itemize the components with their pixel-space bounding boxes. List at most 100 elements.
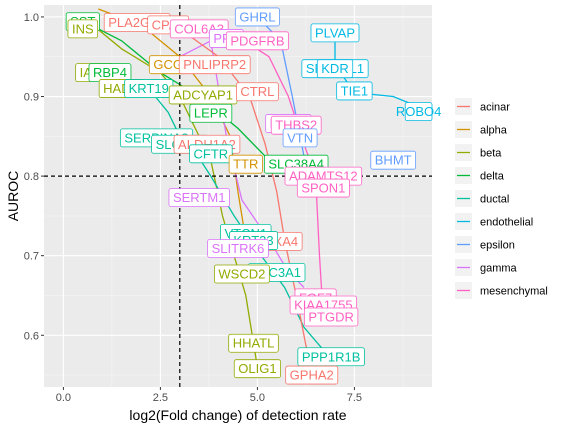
- point-label-ins: INS: [67, 19, 99, 39]
- point-label-box: [234, 7, 280, 27]
- point-label-box: [214, 264, 270, 284]
- point-label-box: [303, 307, 359, 327]
- x-tick-label: 0.0: [56, 392, 71, 404]
- point-label-text: GHRL: [239, 9, 275, 24]
- legend-item-alpha: alpha: [455, 121, 508, 138]
- legend-item-label: beta: [480, 148, 502, 160]
- point-label-gcg: GCG: [148, 55, 188, 75]
- point-label-box: [370, 150, 417, 170]
- point-label-plvap: PLVAP: [310, 23, 360, 43]
- legend-item-ductal: ductal: [455, 190, 509, 207]
- point-label-olig1: OLIG1: [233, 359, 281, 379]
- point-label-text: SERTM1: [173, 190, 226, 205]
- point-label-ppp1r1b: PPP1R1B: [297, 347, 365, 367]
- legend-item-acinar: acinar: [455, 98, 510, 115]
- point-label-text: KDR: [321, 61, 348, 76]
- legend-item-label: epsilon: [480, 240, 515, 252]
- point-label-text: WSCD2: [218, 266, 265, 281]
- point-label-kdr: KDR: [316, 59, 354, 79]
- legend-item-label: alpha: [480, 125, 508, 137]
- point-label-wscd2: WSCD2: [214, 264, 270, 284]
- point-label-box: [189, 103, 233, 123]
- legend: acinar alpha beta delta ductal endothelial eps…: [455, 98, 548, 299]
- legend-item-label: gamma: [480, 263, 518, 275]
- point-label-box: [236, 82, 279, 102]
- y-axis-title: AUROC: [5, 171, 21, 222]
- point-label-ghrl: GHRL: [234, 7, 280, 27]
- x-tick-label: 5.0: [250, 392, 265, 404]
- point-label-text: PLVAP: [315, 25, 355, 40]
- point-label-adcyap1: ADCYAP1: [168, 85, 238, 105]
- point-label-ctrl: CTRL: [236, 82, 279, 102]
- legend-item-delta: delta: [455, 167, 505, 184]
- point-label-box: [316, 59, 354, 79]
- legend-item-label: mesenchymal: [480, 286, 548, 298]
- point-label-box: [67, 19, 99, 39]
- x-tick-label: 7.5: [347, 392, 362, 404]
- point-label-text: TIE1: [341, 83, 368, 98]
- y-tick-label: 0.8: [24, 171, 39, 183]
- point-label-ttr: TTR: [228, 154, 263, 174]
- point-label-box: [225, 31, 289, 51]
- point-label-box: [228, 333, 279, 353]
- point-label-vtn: VTN: [282, 128, 318, 148]
- point-label-text: INS: [72, 21, 94, 36]
- point-label-text: PNLIPRP2: [183, 57, 246, 72]
- legend-item-label: acinar: [480, 102, 510, 114]
- legend-item-label: endothelial: [480, 217, 533, 229]
- point-label-text: ROBO4: [396, 104, 442, 119]
- point-label-ptgdr: PTGDR: [303, 307, 359, 327]
- y-tick-label: 0.7: [24, 251, 39, 263]
- point-label-text: PTGDR: [308, 309, 354, 324]
- point-label-text: CTRL: [240, 84, 274, 99]
- point-label-text: VTN: [287, 130, 313, 145]
- legend-item-endothelial: endothelial: [455, 213, 533, 230]
- point-label-text: KRT19: [129, 81, 169, 96]
- point-label-slitrk6: SLITRK6: [207, 239, 269, 258]
- point-label-bhmt: BHMT: [370, 150, 417, 170]
- point-label-robo4: ROBO4: [396, 102, 442, 122]
- point-label-text: SLITRK6: [212, 241, 265, 256]
- legend-item-epsilon: epsilon: [455, 236, 515, 253]
- point-label-text: OLIG1: [238, 361, 276, 376]
- point-label-text: BHMT: [375, 153, 412, 168]
- x-axis-title: log2(Fold change) of detection rate: [129, 407, 346, 423]
- point-label-cftr: CFTR: [189, 144, 233, 164]
- y-axis-ticks: 0.6 0.7 0.8 0.9 1.0: [24, 12, 44, 342]
- point-label-box: [228, 154, 263, 174]
- y-tick-label: 1.0: [24, 12, 39, 24]
- point-label-text: LEPR: [194, 106, 228, 121]
- point-label-text: HHATL: [233, 336, 275, 351]
- point-label-krt19: KRT19: [124, 79, 174, 98]
- point-label-box: [336, 81, 373, 101]
- point-labels: SSTINSIAPPRBP4HADHKRT19PLA2G1BCPA1COL6A3…: [65, 7, 442, 385]
- point-label-text: RBP4: [93, 65, 127, 80]
- point-label-box: [310, 23, 360, 43]
- legend-item-gamma: gamma: [455, 259, 518, 276]
- legend-item-mesenchymal: mesenchymal: [455, 282, 548, 299]
- point-label-spon1: SPON1: [296, 178, 350, 198]
- point-label-text: PDGFRB: [230, 33, 284, 48]
- point-label-text: TTR: [233, 157, 258, 172]
- point-label-sertm1: SERTM1: [168, 188, 230, 207]
- point-label-gpha2: GPHA2: [285, 365, 339, 385]
- legend-item-label: delta: [480, 171, 505, 183]
- point-label-pdgfrb: PDGFRB: [225, 31, 289, 51]
- point-label-text: GCG: [153, 57, 183, 72]
- point-label-box: [189, 144, 233, 164]
- point-label-text: SPON1: [301, 181, 345, 196]
- legend-item-beta: beta: [455, 144, 502, 161]
- point-label-tie1: TIE1: [336, 81, 373, 101]
- point-label-text: PPP1R1B: [302, 349, 361, 364]
- point-label-box: [168, 188, 230, 207]
- point-label-hhatl: HHATL: [228, 333, 279, 353]
- point-label-text: ADCYAP1: [173, 87, 233, 102]
- point-label-rbp4: RBP4: [88, 63, 132, 83]
- y-tick-label: 0.9: [24, 92, 39, 104]
- point-label-box: [285, 365, 339, 385]
- point-label-box: [282, 128, 318, 148]
- y-tick-label: 0.6: [24, 330, 39, 342]
- point-label-box: [178, 55, 251, 75]
- x-tick-label: 2.5: [153, 392, 168, 404]
